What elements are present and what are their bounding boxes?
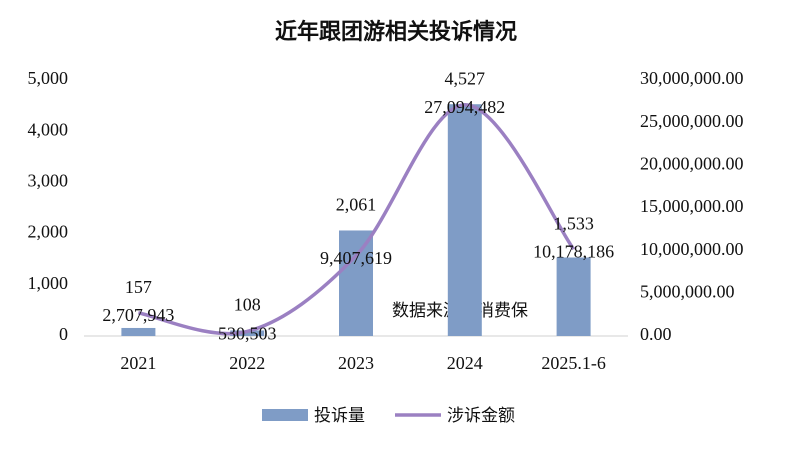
bar (556, 257, 591, 336)
y2-tick-label: 0.00 (640, 324, 672, 344)
x-tick-label: 2022 (229, 353, 265, 373)
y2-tick-label: 15,000,000.00 (640, 196, 744, 216)
y2-tick-label: 20,000,000.00 (640, 153, 744, 173)
bar (121, 327, 156, 336)
y-tick-label: 0 (59, 324, 68, 344)
y-tick-label: 3,000 (28, 171, 69, 191)
bar-value-label: 2,061 (336, 195, 377, 215)
line-value-label: 2,707,943 (102, 305, 174, 325)
line-value-label: 10,178,186 (533, 241, 614, 261)
line-value-label: 9,407,619 (320, 248, 392, 268)
chart-title: 近年跟团游相关投诉情况 (275, 19, 517, 45)
y2-tick-label: 30,000,000.00 (640, 68, 744, 88)
legend-label: 投诉量 (314, 406, 365, 426)
y-tick-label: 5,000 (28, 68, 69, 88)
bar (447, 104, 482, 337)
bar-value-label: 4,527 (445, 68, 486, 88)
y-tick-label: 1,000 (28, 273, 69, 293)
legend-swatch (262, 409, 308, 421)
bar-value-label: 108 (234, 295, 261, 315)
y-tick-label: 4,000 (28, 119, 69, 139)
line (138, 103, 575, 336)
bar-value-label: 157 (125, 277, 152, 297)
y2-tick-label: 10,000,000.00 (640, 239, 744, 259)
x-tick-label: 2024 (447, 353, 483, 373)
line-value-label: 27,094,482 (424, 97, 505, 117)
legend-label: 涉诉金额 (447, 406, 515, 426)
bar-value-label: 1,533 (553, 213, 594, 233)
x-tick-label: 2023 (338, 353, 374, 373)
y-tick-label: 2,000 (28, 222, 69, 242)
bar (339, 230, 373, 336)
x-tick-label: 2021 (120, 353, 156, 373)
line-value-label: 530,503 (218, 324, 277, 344)
y2-tick-label: 5,000,000.00 (640, 281, 735, 301)
x-tick-label: 2025.1-6 (541, 353, 606, 373)
y2-tick-label: 25,000,000.00 (640, 111, 744, 131)
